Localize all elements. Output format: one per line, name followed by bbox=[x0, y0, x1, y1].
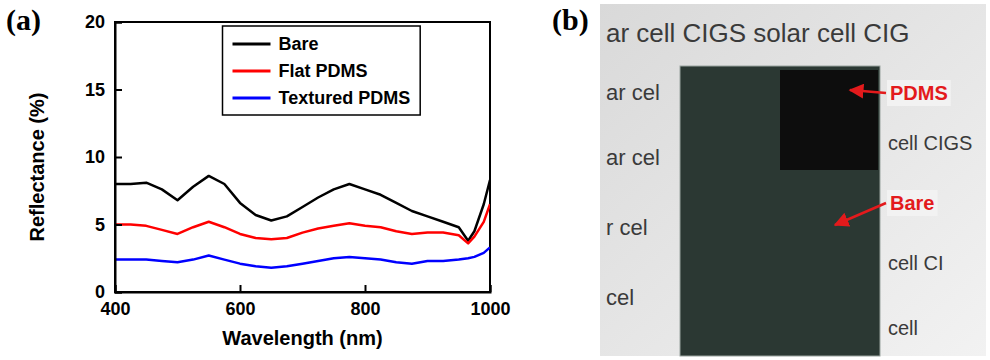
x-axis-title: Wavelength (nm) bbox=[222, 327, 382, 349]
x-tick-mark bbox=[240, 285, 242, 292]
background-text: cel bbox=[606, 285, 634, 310]
background-text: r cel bbox=[606, 215, 648, 240]
y-tick-label: 10 bbox=[85, 147, 105, 167]
photo-label: Bare bbox=[890, 192, 934, 214]
x-tick: 600 bbox=[225, 285, 255, 319]
pdms-patch bbox=[780, 70, 878, 170]
y-tick: 15 bbox=[85, 80, 122, 100]
legend: Bare Flat PDMS Textured PDMS bbox=[223, 26, 421, 115]
x-axis: 4006008001000 bbox=[100, 285, 510, 319]
y-axis-title: Reflectance (%) bbox=[26, 93, 48, 242]
label-patch bbox=[887, 80, 951, 106]
x-tick-mark bbox=[365, 285, 367, 292]
y-tick-mark bbox=[115, 89, 122, 91]
background-text: ar cel bbox=[606, 145, 660, 170]
panel-label: (a) bbox=[6, 3, 41, 37]
y-tick-mark bbox=[115, 22, 122, 24]
legend-label: Flat PDMS bbox=[279, 61, 368, 81]
y-tick-label: 5 bbox=[95, 215, 105, 235]
label-patch bbox=[887, 190, 937, 216]
y-tick: 20 bbox=[85, 12, 122, 32]
y-tick-label: 15 bbox=[85, 80, 105, 100]
background-text: ar cell CIGS solar cell CIG bbox=[606, 18, 909, 48]
y-tick-mark bbox=[115, 224, 122, 226]
legend-swatch bbox=[233, 43, 271, 46]
data-line bbox=[115, 176, 490, 241]
x-tick-mark bbox=[490, 285, 492, 292]
y-tick: 10 bbox=[85, 147, 122, 167]
plot-area bbox=[115, 176, 490, 268]
legend-label: Bare bbox=[279, 34, 319, 54]
y-tick-label: 0 bbox=[95, 282, 105, 302]
x-tick: 800 bbox=[350, 285, 380, 319]
y-axis: 0 5 10 15 20 bbox=[85, 12, 122, 302]
background-text: cell CIGS bbox=[888, 132, 972, 154]
x-tick: 1000 bbox=[470, 285, 510, 319]
legend-box bbox=[223, 26, 421, 115]
plot-frame bbox=[115, 22, 490, 292]
label-arrow bbox=[835, 203, 886, 225]
background-text: ar cel bbox=[606, 80, 660, 105]
data-line bbox=[115, 247, 490, 267]
background-text: cell bbox=[888, 317, 918, 339]
y-tick-label: 20 bbox=[85, 12, 105, 32]
background-text: cell CI bbox=[888, 252, 944, 274]
x-tick-label: 800 bbox=[350, 299, 380, 319]
figure: 400600800100005101520Wavelength (nm)Refl… bbox=[0, 0, 990, 360]
photo-background bbox=[600, 4, 986, 356]
panel-label: (b) bbox=[552, 3, 589, 37]
x-axis-line bbox=[116, 285, 491, 293]
label-arrow bbox=[850, 90, 886, 93]
y-tick-mark bbox=[115, 292, 122, 294]
legend-label: Textured PDMS bbox=[279, 88, 411, 108]
photo-label: PDMS bbox=[890, 82, 948, 104]
cigs-sample bbox=[680, 66, 880, 356]
y-tick: 0 bbox=[95, 282, 122, 302]
y-tick: 5 bbox=[95, 215, 122, 235]
y-tick-mark bbox=[115, 157, 122, 159]
x-tick-label: 1000 bbox=[470, 299, 510, 319]
legend-swatch bbox=[233, 70, 271, 73]
legend-swatch bbox=[233, 97, 271, 100]
data-line bbox=[115, 204, 490, 243]
x-tick-label: 600 bbox=[225, 299, 255, 319]
y-axis-line bbox=[116, 23, 123, 293]
